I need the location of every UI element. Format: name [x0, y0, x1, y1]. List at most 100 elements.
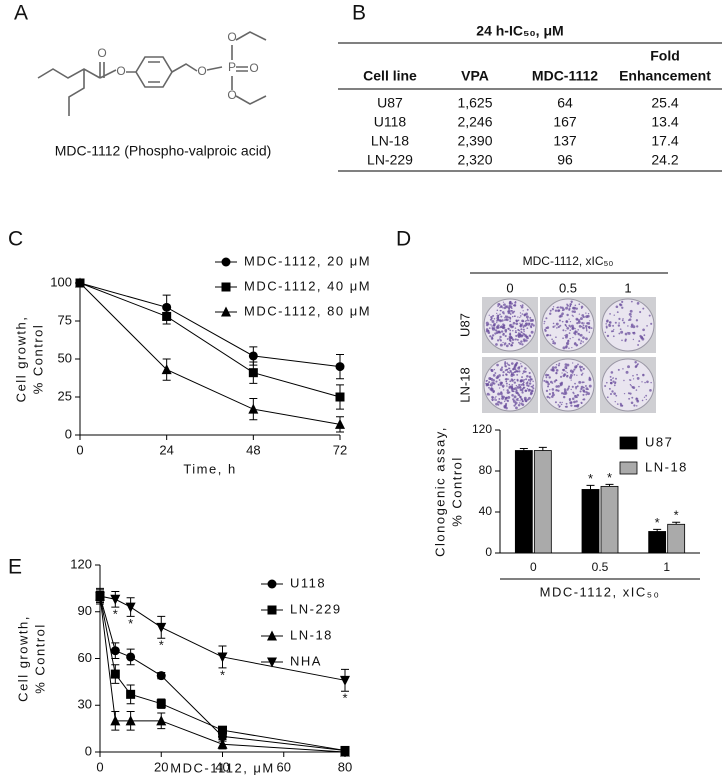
- atom-label: O: [249, 61, 258, 75]
- colony: [585, 385, 587, 387]
- colony: [568, 332, 571, 334]
- colony: [491, 325, 493, 327]
- colony: [578, 303, 581, 306]
- colony: [585, 329, 588, 332]
- colony: [516, 374, 519, 376]
- colony: [512, 368, 515, 371]
- y-tick-label: 30: [78, 697, 92, 712]
- colony: [529, 319, 533, 322]
- x-tick-label: 0: [76, 442, 83, 457]
- colony: [573, 310, 576, 314]
- colony: [643, 334, 646, 337]
- colony: [562, 368, 566, 372]
- colony: [520, 365, 523, 368]
- colony: [491, 386, 493, 388]
- colony: [569, 320, 572, 323]
- colony: [621, 306, 624, 309]
- colony: [559, 324, 562, 327]
- colony: [557, 364, 560, 367]
- colony: [576, 374, 578, 376]
- colony: [622, 368, 624, 370]
- colony: [569, 401, 573, 405]
- colony: [566, 304, 569, 307]
- colony: [613, 384, 616, 387]
- colony: [491, 336, 494, 339]
- colony: [564, 334, 566, 337]
- table-cell: LN-18: [371, 133, 409, 149]
- table-cell: 64: [557, 95, 573, 111]
- colony: [512, 315, 514, 318]
- colony: [615, 394, 618, 397]
- colony: [557, 309, 560, 313]
- colony: [574, 395, 578, 399]
- colony: [573, 404, 577, 408]
- colony: [585, 337, 588, 341]
- colony: [577, 319, 581, 322]
- colony: [577, 320, 581, 324]
- colony: [638, 385, 640, 388]
- series-line: [99, 596, 346, 751]
- colony: [504, 398, 507, 401]
- colony: [609, 313, 611, 315]
- colony: [495, 325, 499, 329]
- colony-title: MDC-1112, xIC₅₀: [523, 254, 614, 268]
- colony: [519, 323, 523, 327]
- colony: [522, 370, 526, 373]
- colony: [646, 380, 649, 384]
- colony: [575, 400, 578, 403]
- colony: [562, 346, 566, 350]
- colony: [557, 385, 560, 388]
- colony: [512, 321, 516, 325]
- colony: [583, 386, 585, 389]
- atom-label: O: [116, 64, 125, 78]
- colony: [580, 340, 583, 342]
- colony: [491, 370, 493, 372]
- colony: [563, 389, 567, 393]
- marker: [248, 368, 258, 378]
- colony: [499, 319, 502, 323]
- table-cell: 1,625: [457, 95, 492, 111]
- colony: [552, 306, 555, 308]
- colony: [627, 319, 630, 321]
- colony: [510, 323, 512, 326]
- colony: [530, 326, 532, 328]
- colony: [509, 305, 513, 308]
- colony: [649, 389, 652, 392]
- colony: [604, 331, 607, 334]
- colony: [508, 383, 511, 386]
- colony: [568, 307, 571, 310]
- colony: [559, 306, 562, 309]
- y-tick-label: 0: [85, 743, 92, 758]
- colony: [516, 386, 520, 389]
- colony: [494, 397, 496, 399]
- panel-label: B: [352, 2, 366, 25]
- colony: [487, 331, 491, 335]
- colony: [648, 314, 651, 317]
- colony: [570, 388, 572, 391]
- colony-well: [600, 357, 656, 413]
- colony: [553, 341, 557, 345]
- colony: [582, 372, 584, 375]
- table-cell: 96: [557, 152, 573, 168]
- x-tick-label: 1: [663, 560, 670, 574]
- table-header: VPA: [461, 68, 489, 84]
- colony: [576, 318, 578, 321]
- colony-well: [482, 297, 538, 353]
- colony: [582, 324, 585, 327]
- colony: [566, 326, 570, 330]
- colony: [622, 318, 624, 320]
- colony: [576, 404, 579, 407]
- colony: [511, 393, 514, 397]
- colony: [494, 372, 497, 375]
- colony: [577, 329, 579, 331]
- colony: [509, 320, 512, 323]
- colony: [504, 330, 508, 333]
- colony: [512, 399, 516, 403]
- y-axis-label: Cell growth,: [13, 316, 28, 403]
- colony: [506, 389, 509, 392]
- colony: [545, 317, 548, 320]
- colony: [517, 403, 521, 407]
- colony: [528, 323, 531, 325]
- colony: [514, 338, 517, 341]
- colony: [614, 401, 616, 403]
